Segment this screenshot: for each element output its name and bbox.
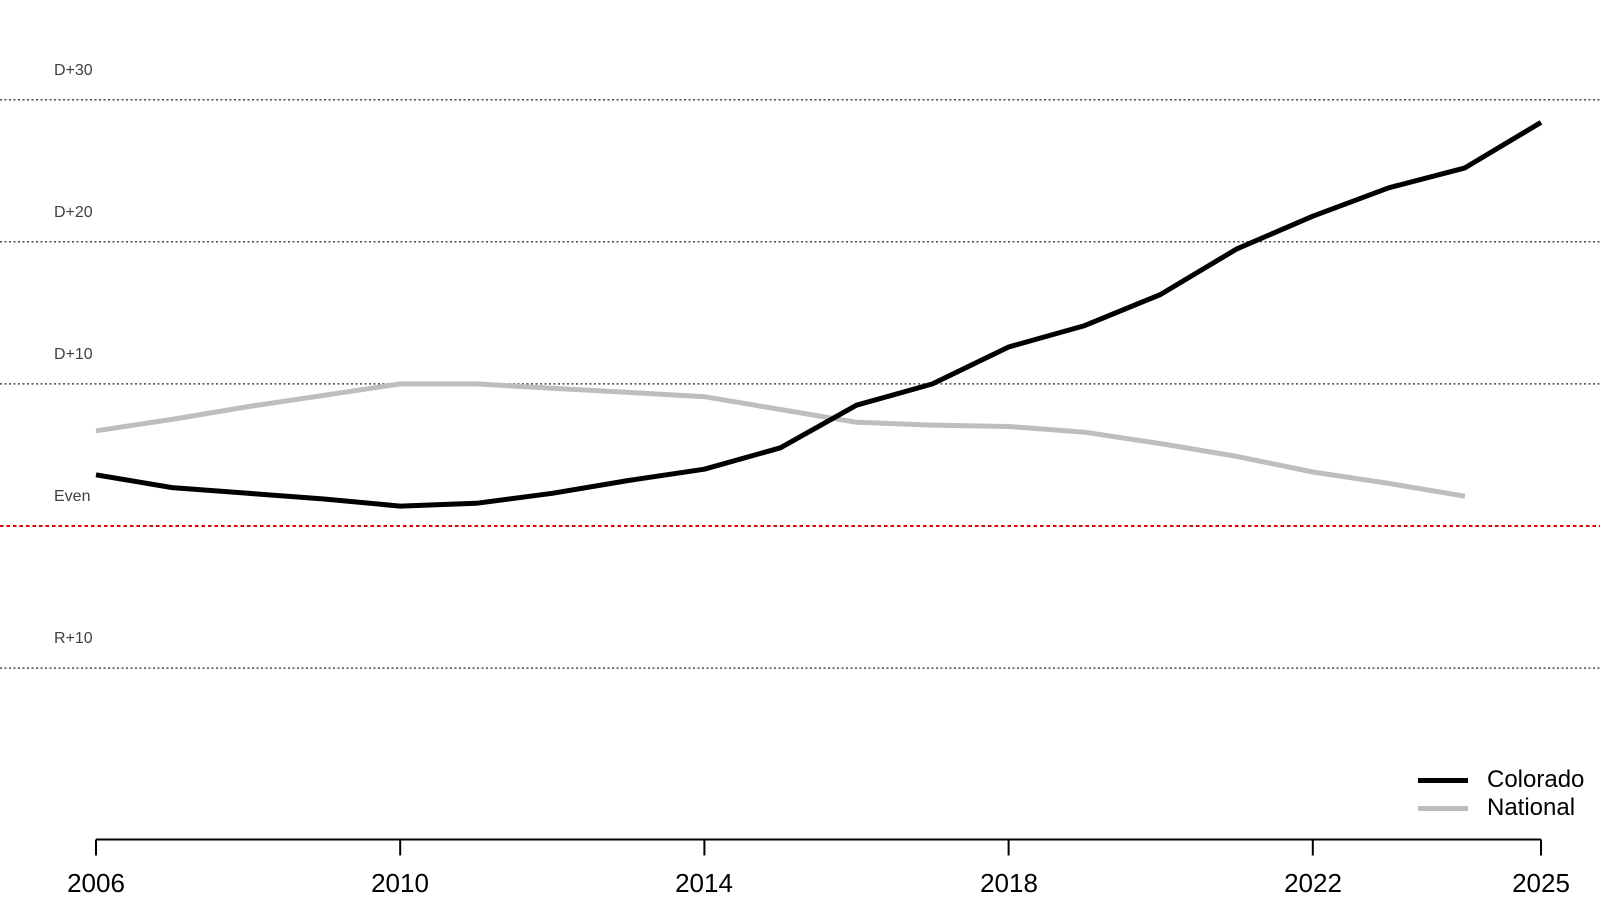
y-axis-label-r10: R+10 bbox=[54, 630, 93, 647]
y-axis-label-d10: D+10 bbox=[54, 346, 93, 363]
x-axis-label-2022: 2022 bbox=[1284, 868, 1342, 898]
legend-label-colorado: Colorado bbox=[1487, 766, 1585, 793]
x-axis-label-2014: 2014 bbox=[675, 868, 733, 898]
x-axis-label-2018: 2018 bbox=[980, 868, 1038, 898]
legend-swatch-colorado bbox=[1418, 777, 1468, 783]
national-line bbox=[95, 381, 1466, 499]
legend-entry-national: National bbox=[1418, 794, 1584, 822]
y-axis-label-d30: D+30 bbox=[54, 62, 93, 79]
y-axis-label-d20: D+20 bbox=[54, 204, 93, 221]
gridlines bbox=[0, 98, 1600, 669]
x-axis-label-2025: 2025 bbox=[1512, 868, 1570, 898]
x-axis-label-2006: 2006 bbox=[67, 868, 125, 898]
legend-swatch-national bbox=[1418, 805, 1468, 811]
y-axis-label-even: Even bbox=[54, 488, 91, 505]
x-axis-label-2010: 2010 bbox=[371, 868, 429, 898]
legend-entry-colorado: Colorado bbox=[1418, 766, 1584, 794]
colorado-line bbox=[95, 120, 1543, 509]
legend: Colorado National bbox=[1418, 766, 1584, 822]
legend-label-national: National bbox=[1487, 794, 1576, 821]
x-axis-ticks bbox=[95, 839, 1542, 856]
